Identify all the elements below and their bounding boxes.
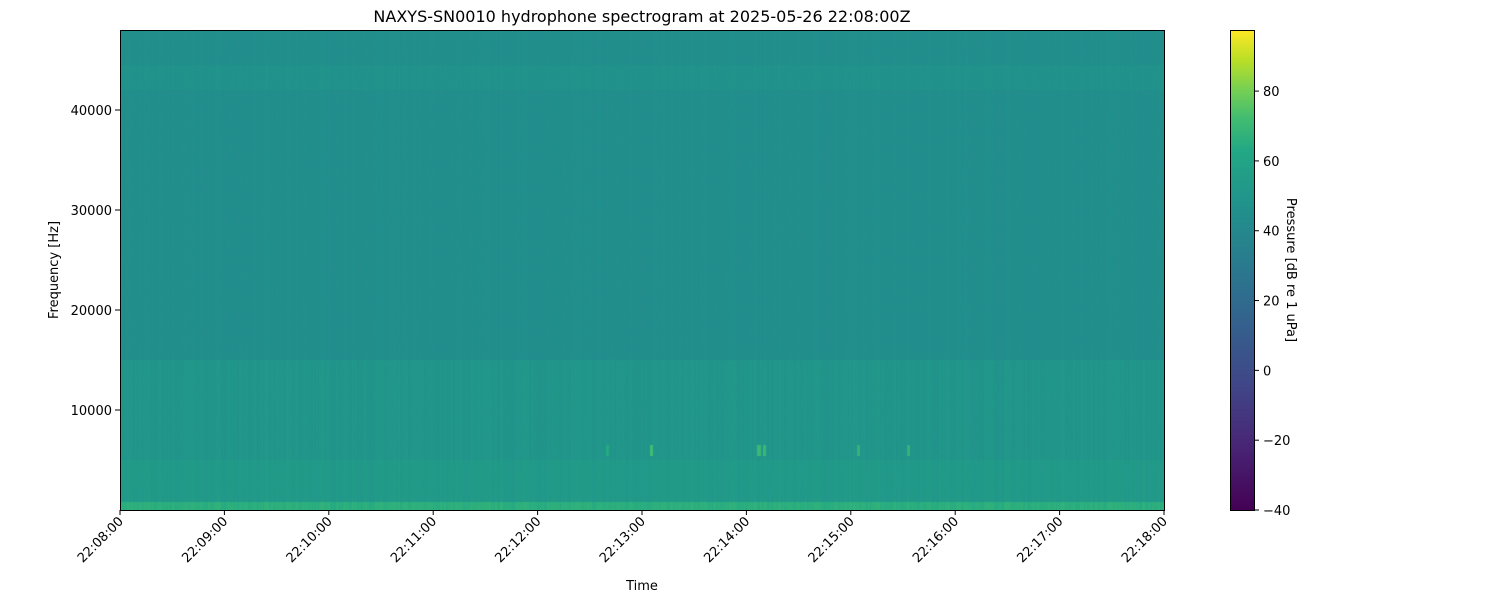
colorbar-tick-label: −40 [1263, 504, 1290, 519]
x-axis-label: Time [625, 579, 658, 594]
x-tick-label: 22:16:00 [910, 514, 962, 566]
y-tick-label: 10000 [71, 404, 112, 419]
y-tick-label: 30000 [71, 204, 112, 219]
y-axis-label: Frequency [Hz] [47, 221, 62, 319]
x-tick-label: 22:18:00 [1119, 514, 1171, 566]
x-tick-label: 22:13:00 [597, 514, 649, 566]
chart-title: NAXYS-SN0010 hydrophone spectrogram at 2… [373, 7, 910, 26]
x-tick-label: 22:08:00 [75, 514, 127, 566]
x-tick-label: 22:12:00 [493, 514, 545, 566]
colorbar-tick-label: 60 [1263, 155, 1280, 170]
y-tick-label: 20000 [71, 304, 112, 319]
colorbar-label: Pressure [dB re 1 uPa] [1283, 198, 1298, 342]
x-tick-label: 22:10:00 [284, 514, 336, 566]
colorbar-tick-label: −20 [1263, 434, 1290, 449]
x-tick-label: 22:09:00 [179, 514, 231, 566]
colorbar-tick-label: 20 [1263, 295, 1280, 310]
colorbar-tick-label: 0 [1263, 364, 1271, 379]
x-tick-label: 22:15:00 [806, 514, 858, 566]
colorbar-tick-label: 40 [1263, 225, 1280, 240]
x-tick-label: 22:17:00 [1015, 514, 1067, 566]
x-tick-label: 22:11:00 [388, 514, 440, 566]
colorbar-tick-label: 80 [1263, 85, 1280, 100]
colorbar-gradient [1230, 30, 1254, 510]
plot-frame [120, 30, 1165, 511]
x-tick-label: 22:14:00 [701, 514, 753, 566]
spectrogram-image [120, 30, 1164, 510]
colorbar-frame [1230, 30, 1255, 511]
y-axis-ticks: 10000 20000 30000 40000 [71, 104, 120, 419]
y-tick-label: 40000 [71, 104, 112, 119]
x-axis-ticks: 22:08:00 22:09:00 22:10:00 22:11:00 22:12:00… [75, 510, 1171, 566]
colorbar-ticks: −40 −20 0 20 40 60 80 [1254, 85, 1290, 519]
